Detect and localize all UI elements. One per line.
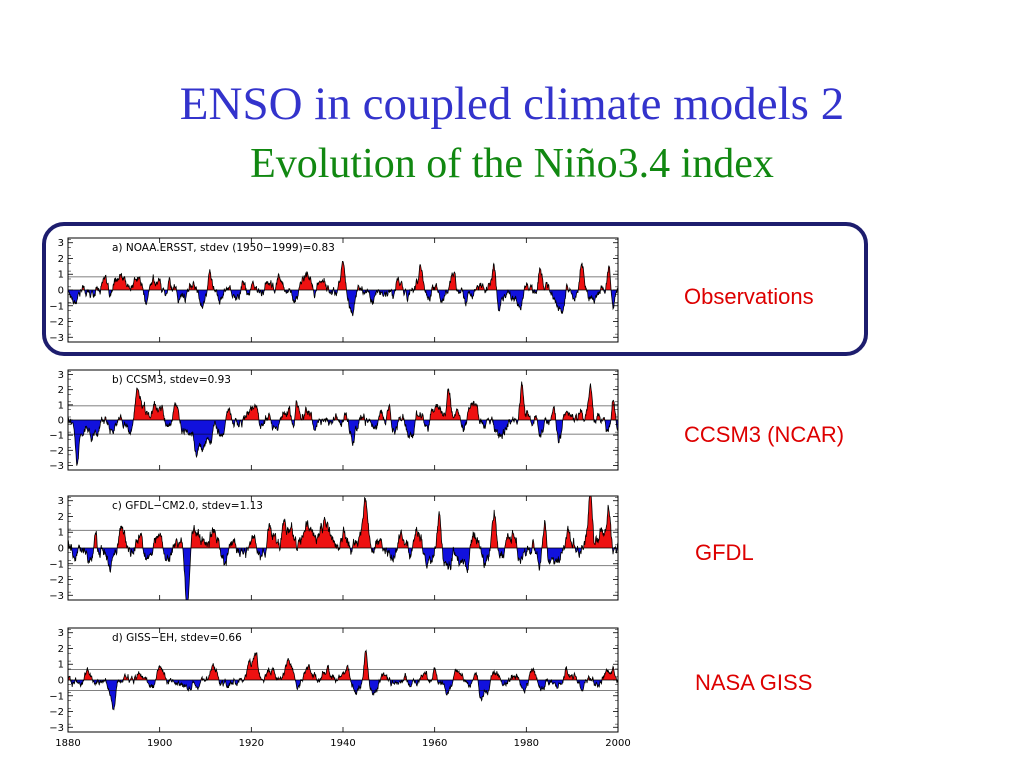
- y-tick-label: 2: [58, 644, 64, 655]
- y-tick-label: −2: [49, 575, 64, 586]
- y-tick-label: 0: [58, 676, 64, 687]
- y-tick-label: 1: [58, 270, 64, 281]
- y-tick-label: 1: [58, 528, 64, 539]
- y-tick-label: −1: [49, 559, 64, 570]
- x-tick-label: 1940: [330, 738, 355, 749]
- label-gfdl: GFDL: [695, 540, 754, 565]
- y-tick-label: −2: [49, 707, 64, 718]
- positive-anomaly-area: [68, 650, 618, 680]
- y-tick-label: 1: [58, 400, 64, 411]
- y-tick-label: 2: [58, 254, 64, 265]
- x-tick-label: 1920: [239, 738, 264, 749]
- panel-title: b) CCSM3, stdev=0.93: [112, 374, 231, 386]
- y-tick-label: 0: [58, 286, 64, 297]
- x-tick-label: 1900: [147, 738, 172, 749]
- x-tick-label: 1980: [514, 738, 539, 749]
- y-tick-label: −3: [49, 461, 64, 472]
- y-tick-label: −1: [49, 431, 64, 442]
- negative-anomaly-area: [68, 548, 618, 600]
- x-tick-label: 1960: [422, 738, 447, 749]
- slide-subtitle: Evolution of the Niño3.4 index: [250, 141, 774, 187]
- y-tick-label: 0: [58, 544, 64, 555]
- positive-anomaly-area: [68, 381, 618, 420]
- label-ccsm3: CCSM3 (NCAR): [684, 422, 845, 447]
- y-tick-label: 3: [58, 628, 64, 639]
- panel-title: c) GFDL−CM2.0, stdev=1.13: [112, 500, 263, 512]
- y-tick-label: −3: [49, 723, 64, 734]
- y-tick-label: 3: [58, 496, 64, 507]
- y-tick-label: 0: [58, 416, 64, 427]
- y-tick-label: −2: [49, 317, 64, 328]
- series-line: [67, 381, 619, 466]
- positive-anomaly-area: [68, 261, 618, 290]
- y-tick-label: 2: [58, 512, 64, 523]
- y-tick-label: 1: [58, 660, 64, 671]
- negative-anomaly-area: [68, 420, 618, 466]
- y-tick-label: −3: [49, 591, 64, 602]
- series-line: [67, 260, 619, 317]
- label-nasa-giss: NASA GISS: [695, 670, 813, 695]
- negative-anomaly-area: [68, 680, 618, 710]
- x-tick-label: 2000: [605, 738, 630, 749]
- series-line: [67, 495, 619, 601]
- panel-title: d) GISS−EH, stdev=0.66: [112, 632, 242, 644]
- y-tick-label: −1: [49, 691, 64, 702]
- y-tick-label: 3: [58, 370, 64, 381]
- label-observations: Observations: [684, 284, 814, 309]
- x-tick-label: 1880: [55, 738, 80, 749]
- y-tick-label: −1: [49, 301, 64, 312]
- y-tick-label: 2: [58, 385, 64, 396]
- series-line: [67, 649, 619, 711]
- y-tick-label: −2: [49, 446, 64, 457]
- panel-title: a) NOAA.ERSST, stdev (1950−1999)=0.83: [112, 242, 335, 254]
- slide-title: ENSO in coupled climate models 2: [179, 78, 845, 130]
- observations-highlight-box: [42, 222, 868, 356]
- negative-anomaly-area: [68, 290, 618, 317]
- positive-anomaly-area: [68, 496, 618, 548]
